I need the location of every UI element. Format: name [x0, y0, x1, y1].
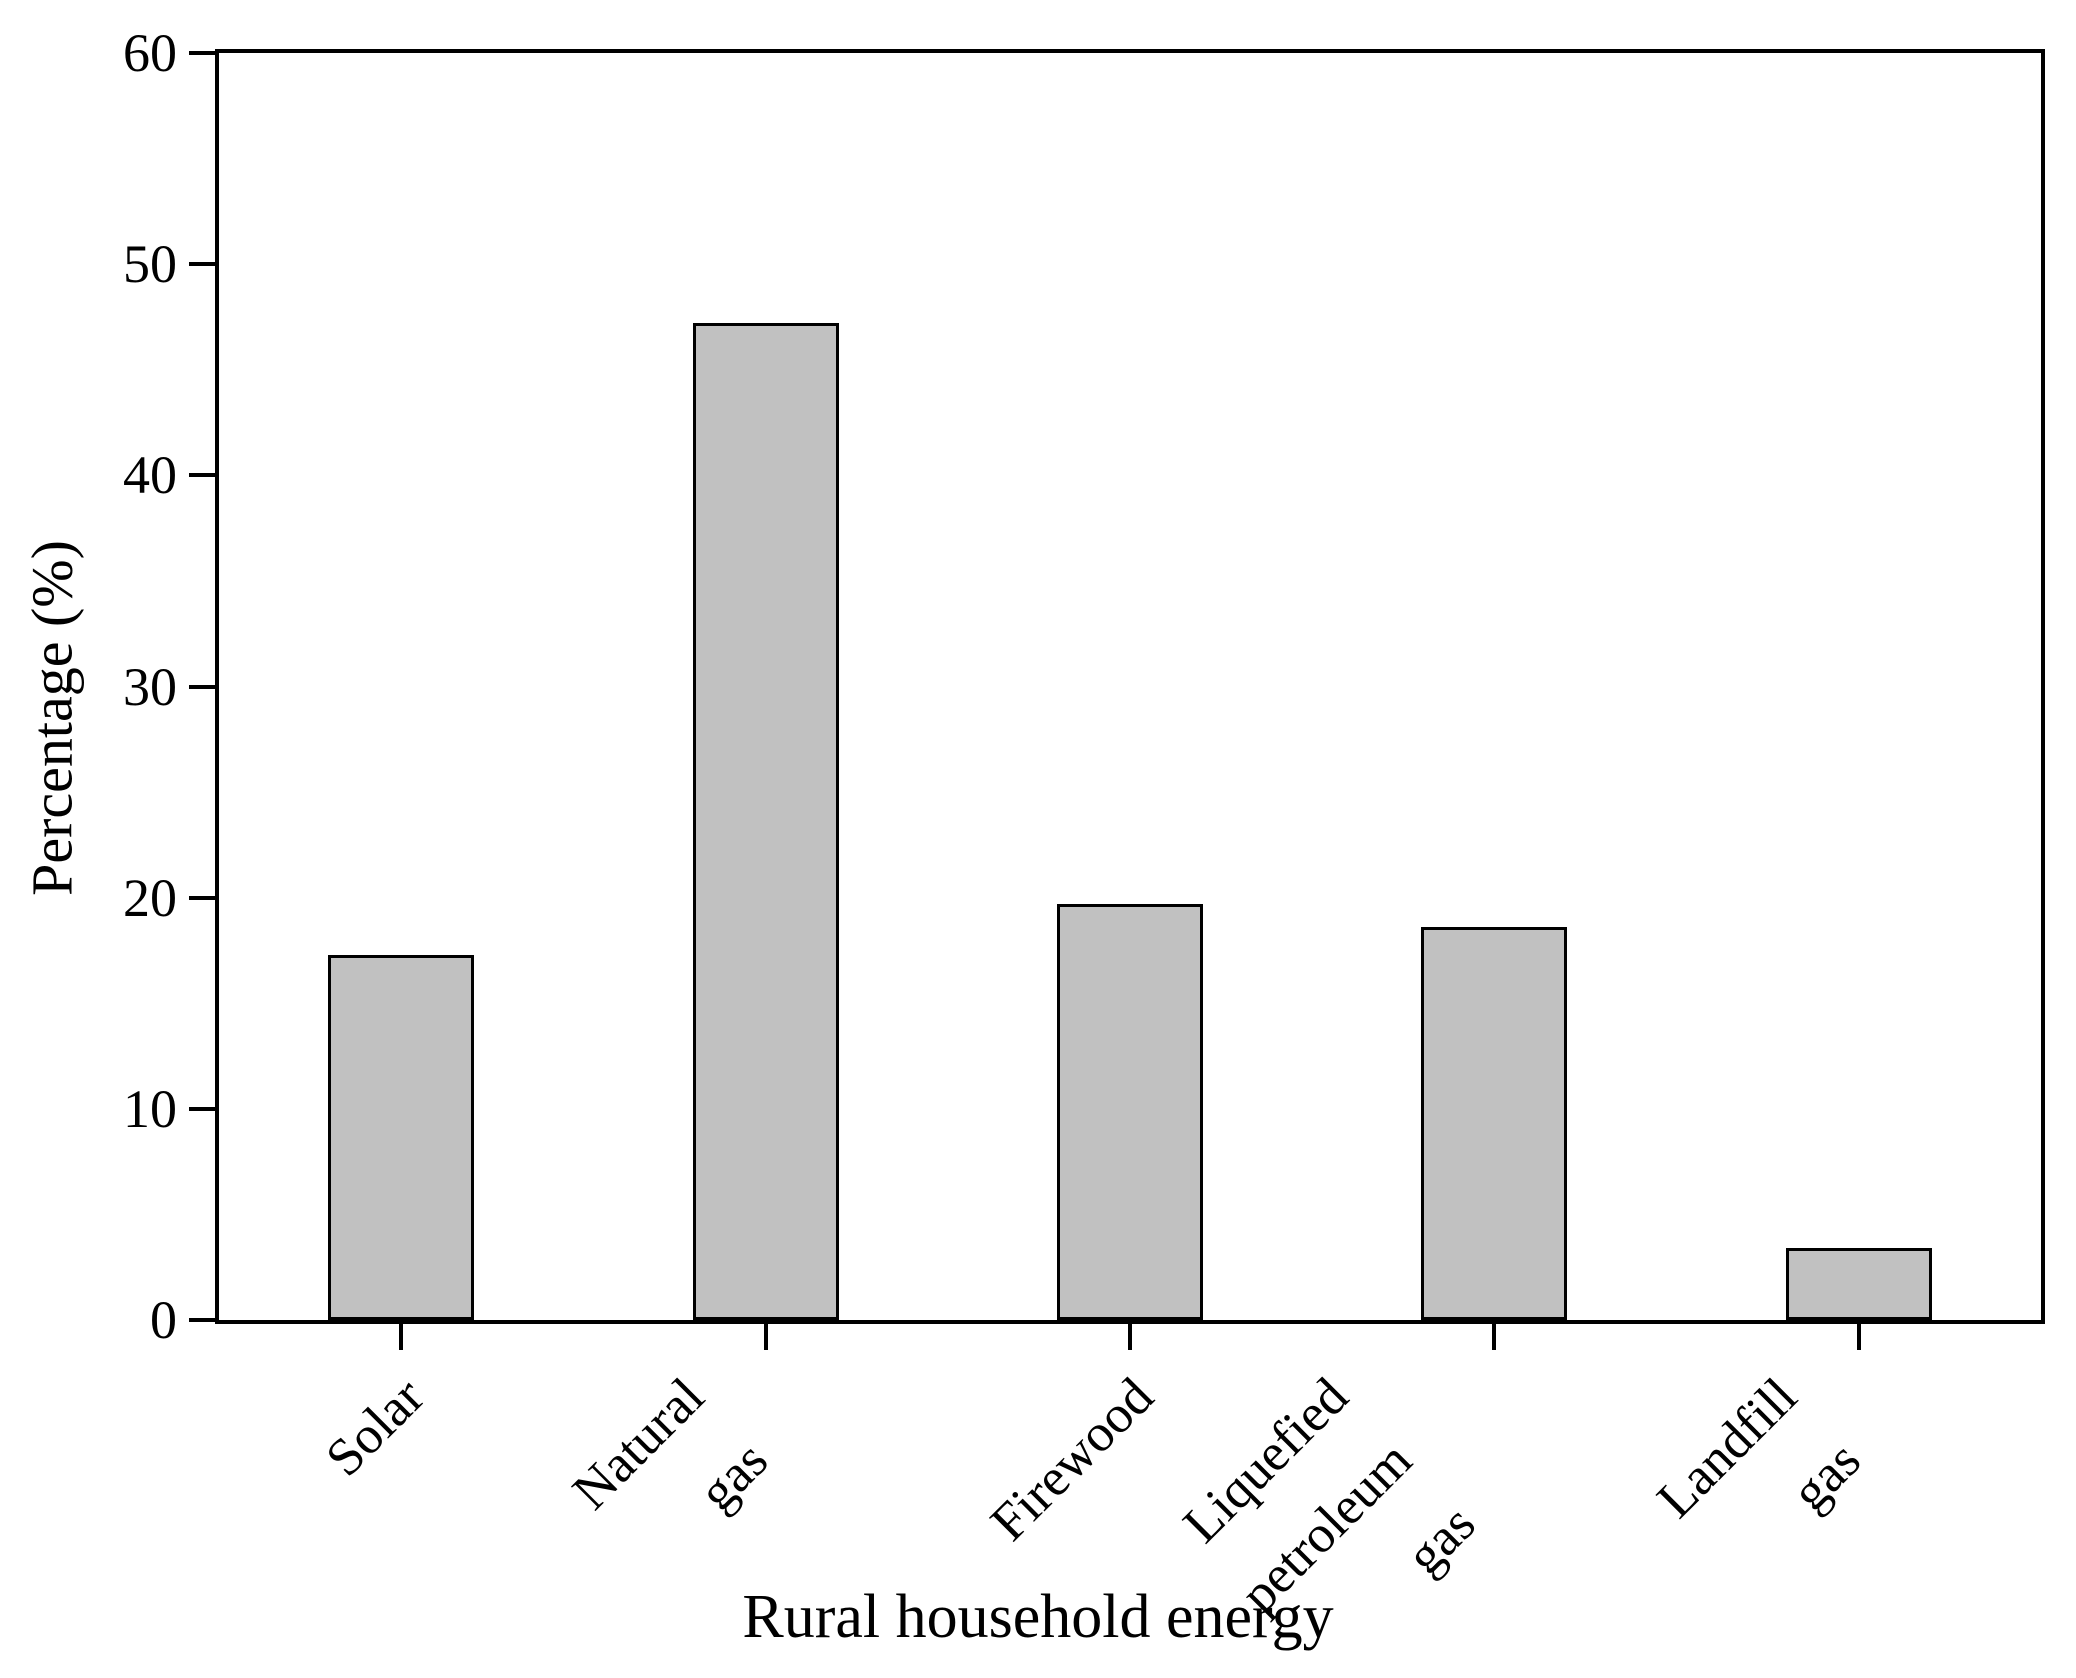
- y-tick-label: 10: [123, 1078, 177, 1139]
- x-tick-label-line: Solar: [315, 1367, 436, 1488]
- y-tick-mark: [189, 895, 215, 900]
- x-tick-label-solar: Solar: [304, 1356, 447, 1499]
- plot-area: Solar Natural gas Firewood Liquefied petroleu…: [189, 49, 2045, 1624]
- x-tick-label-landfill-gas: Landfill gas: [1635, 1356, 1883, 1604]
- x-tick-label-firewood: Firewood: [968, 1356, 1175, 1563]
- bar-solar: [328, 955, 475, 1320]
- y-tick-mark: [189, 1318, 215, 1322]
- x-tick-mark: [1856, 1324, 1861, 1350]
- y-tick-mark: [189, 473, 215, 478]
- x-tick-mark: [1128, 1324, 1132, 1350]
- y-tick-label: 30: [123, 656, 177, 717]
- y-tick-mark: [189, 684, 215, 689]
- bar-liquefied-petroleum-gas: [1421, 927, 1568, 1320]
- x-tick-label-line: Firewood: [979, 1367, 1165, 1552]
- y-tick-label: 0: [150, 1290, 177, 1350]
- bar-firewood: [1057, 904, 1203, 1320]
- y-tick-label: 20: [123, 867, 177, 928]
- y-axis-tick-labels: 0 10 20 30 40 50 60: [0, 26, 177, 1347]
- bar-natural-gas: [692, 323, 839, 1320]
- y-tick-label: 60: [123, 23, 177, 83]
- bar-landfill-gas: [1785, 1248, 1932, 1320]
- y-tick-label: 40: [123, 445, 177, 506]
- y-axis-title: Percentage (%): [19, 540, 85, 896]
- x-tick-mark: [399, 1324, 404, 1350]
- y-tick-mark: [189, 51, 215, 55]
- x-tick-mark: [1492, 1324, 1497, 1350]
- y-tick-label: 50: [123, 234, 177, 295]
- x-tick-mark: [763, 1324, 768, 1350]
- y-tick-mark: [189, 262, 215, 267]
- x-tick-label-natural-gas: Natural gas: [550, 1356, 790, 1596]
- y-tick-mark: [189, 1106, 215, 1111]
- x-axis-title: Rural household energy: [742, 1583, 1334, 1651]
